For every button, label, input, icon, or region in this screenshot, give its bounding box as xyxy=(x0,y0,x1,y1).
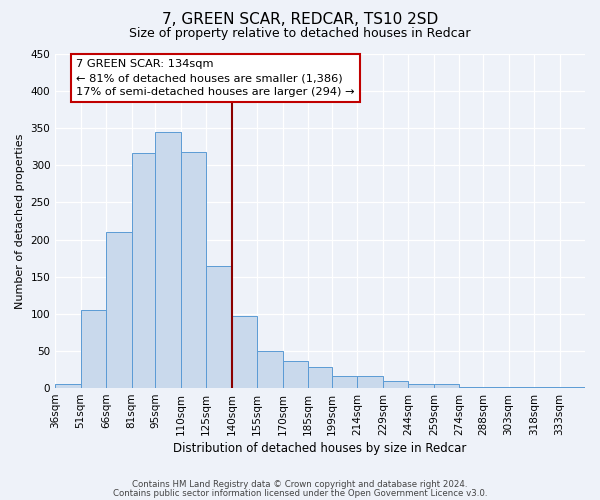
Bar xyxy=(358,376,383,388)
Bar xyxy=(409,384,434,388)
Text: 7, GREEN SCAR, REDCAR, TS10 2SD: 7, GREEN SCAR, REDCAR, TS10 2SD xyxy=(162,12,438,28)
Bar xyxy=(80,310,106,388)
Bar xyxy=(181,152,206,388)
Text: Contains HM Land Registry data © Crown copyright and database right 2024.: Contains HM Land Registry data © Crown c… xyxy=(132,480,468,489)
Bar xyxy=(131,154,155,388)
Bar xyxy=(332,376,358,388)
Text: 7 GREEN SCAR: 134sqm
← 81% of detached houses are smaller (1,386)
17% of semi-de: 7 GREEN SCAR: 134sqm ← 81% of detached h… xyxy=(76,59,355,97)
Bar xyxy=(106,232,131,388)
Bar xyxy=(155,132,181,388)
Bar xyxy=(434,384,460,388)
Bar xyxy=(206,266,232,388)
Text: Contains public sector information licensed under the Open Government Licence v3: Contains public sector information licen… xyxy=(113,488,487,498)
X-axis label: Distribution of detached houses by size in Redcar: Distribution of detached houses by size … xyxy=(173,442,467,455)
Bar xyxy=(257,351,283,388)
Bar xyxy=(383,382,409,388)
Bar xyxy=(232,316,257,388)
Bar xyxy=(308,368,332,388)
Bar xyxy=(55,384,80,388)
Bar xyxy=(283,362,308,388)
Y-axis label: Number of detached properties: Number of detached properties xyxy=(15,134,25,308)
Text: Size of property relative to detached houses in Redcar: Size of property relative to detached ho… xyxy=(129,28,471,40)
